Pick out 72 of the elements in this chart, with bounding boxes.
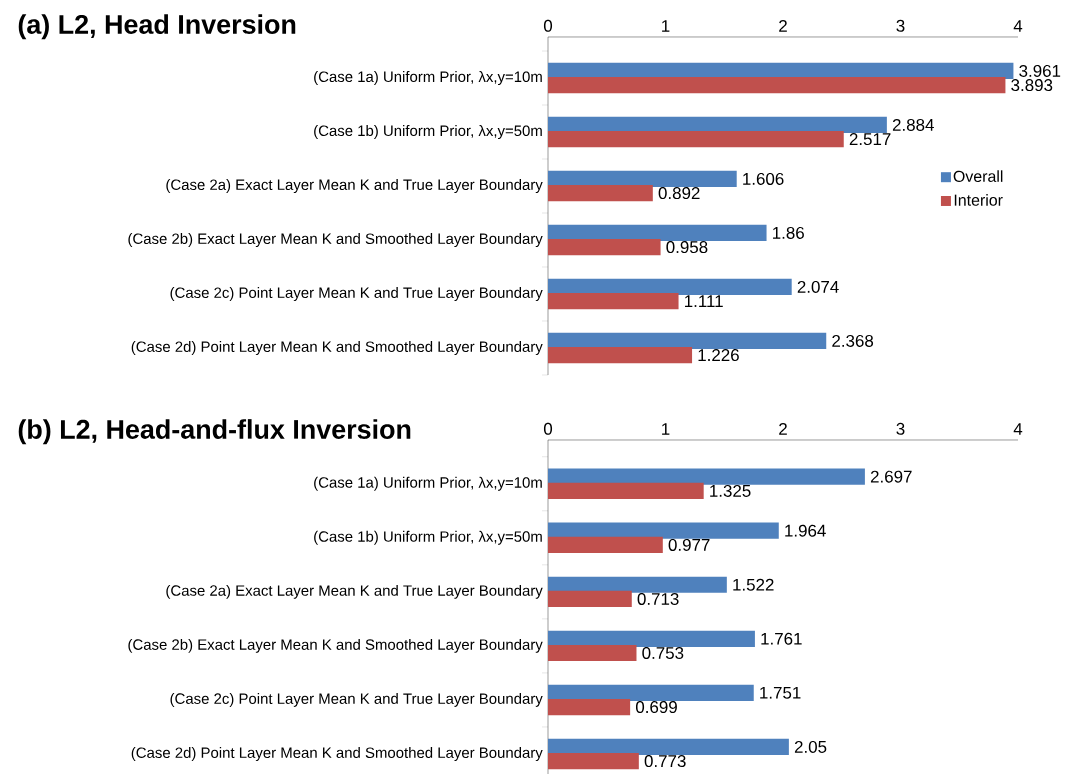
bar — [548, 468, 865, 485]
data-label: 2.05 — [794, 740, 827, 753]
bar — [548, 752, 639, 770]
bar — [548, 239, 661, 256]
x-tick-label: 3 — [896, 19, 905, 32]
data-label: 0.699 — [635, 701, 677, 714]
data-label: 3.961 — [1019, 64, 1061, 77]
y-tick-label: (Case 2d) Point Layer Mean K and Smoothed Layer Boundary — [131, 341, 543, 355]
y-tick-label: (Case 2d) Point Layer Mean K and Smoothed Layer Boundary — [131, 747, 543, 761]
bar — [548, 536, 663, 554]
x-tick-label: 1 — [662, 423, 670, 435]
y-tick-label: (Case 1b) Uniform Prior, λx,y=50m — [314, 530, 542, 545]
data-label: 2.884 — [892, 118, 934, 131]
data-label: 1.522 — [733, 578, 774, 591]
data-label: 3.893 — [1011, 79, 1053, 92]
y-tick-label: (Case 2c) Point Layer Mean K and True Layer Boundary — [170, 287, 543, 301]
x-tick-label: 4 — [1013, 20, 1023, 32]
data-label: 0.713 — [637, 592, 679, 605]
x-tick-label: 0 — [543, 19, 553, 32]
bar — [548, 332, 827, 349]
data-label: 0.958 — [666, 241, 708, 254]
data-label: 2.517 — [849, 133, 891, 146]
bar — [548, 590, 632, 608]
bar — [548, 185, 653, 202]
data-label: 1.86 — [773, 226, 804, 239]
x-tick-label: 1 — [662, 20, 670, 32]
legend-label: Interior — [954, 194, 1003, 206]
data-label: 0.977 — [668, 538, 710, 551]
bar — [548, 684, 754, 701]
data-label: 1.761 — [761, 632, 802, 645]
data-label: 2.697 — [870, 470, 912, 483]
bar — [548, 482, 704, 499]
data-label: 0.892 — [658, 187, 700, 200]
bar — [548, 77, 1006, 94]
y-tick-label: (Case 2b) Exact Layer Mean K and Smoothed Layer Boundary — [128, 233, 543, 247]
y-tick-label: (Case 2b) Exact Layer Mean K and Smoothed Layer Boundary — [128, 638, 543, 653]
x-tick-label: 3 — [896, 422, 905, 435]
y-tick-label: (Case 2a) Exact Layer Mean K and True Layer Boundary — [166, 179, 543, 193]
bar — [548, 224, 767, 241]
data-label: 2.074 — [797, 280, 839, 293]
data-label: 1.226 — [698, 349, 739, 362]
x-tick-label: 0 — [543, 422, 553, 435]
bar — [548, 522, 779, 539]
y-tick-label: (Case 1b) Uniform Prior, λx,y=50m — [314, 125, 542, 139]
bar — [548, 644, 637, 662]
data-label: 1.606 — [743, 172, 784, 185]
data-label: 1.751 — [760, 686, 801, 699]
text: (a) L2, Head Inversion — [18, 14, 296, 40]
x-tick-label: 2 — [779, 19, 787, 32]
data-label: 0.773 — [644, 755, 686, 768]
data-label: 1.111 — [685, 295, 723, 307]
data-label: 1.325 — [710, 484, 751, 497]
y-tick-label: (Case 1a) Uniform Prior, λx,y=10m — [314, 71, 542, 85]
y-tick-label: (Case 2c) Point Layer Mean K and True Layer Boundary — [170, 692, 543, 707]
bar — [548, 698, 631, 716]
data-label: 2.368 — [832, 334, 874, 347]
data-label: 1.964 — [785, 524, 826, 537]
y-tick-label: (Case 2a) Exact Layer Mean K and True Layer Boundary — [166, 584, 543, 599]
x-tick-label: 4 — [1013, 423, 1023, 435]
text: (b) L2, Head-and-flux Inversion — [18, 419, 411, 445]
legend-label: Overall — [953, 170, 1003, 183]
bar — [548, 346, 693, 364]
bar — [548, 131, 844, 148]
x-tick-label: 2 — [779, 422, 787, 435]
y-tick-label: (Case 1a) Uniform Prior, λx,y=10m — [314, 476, 542, 491]
data-label: 0.753 — [642, 647, 684, 660]
bar — [548, 278, 792, 295]
bar — [548, 576, 727, 593]
bar — [548, 630, 755, 647]
bar — [548, 293, 679, 310]
bar — [548, 738, 789, 755]
bar — [548, 170, 737, 187]
